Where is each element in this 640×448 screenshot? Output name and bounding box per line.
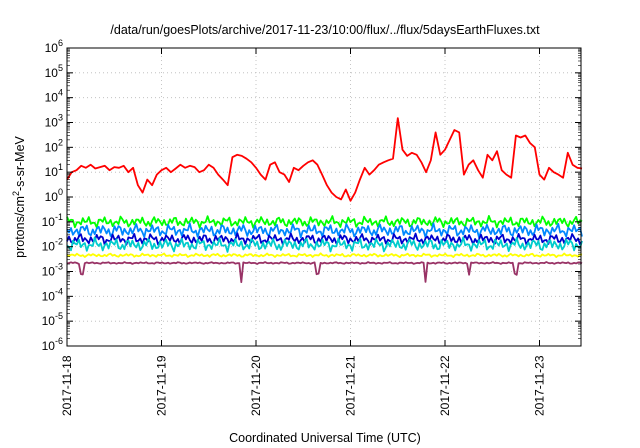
- x-tick-label: 2017-11-20: [249, 355, 263, 416]
- y-tick-label: 10-3: [42, 262, 63, 279]
- chart-title: /data/run/goesPlots/archive/2017-11-23/1…: [110, 23, 540, 37]
- y-tick-label: 102: [45, 137, 63, 154]
- x-tick-label: 2017-11-22: [438, 355, 452, 416]
- x-tick-label: 2017-11-19: [155, 355, 169, 416]
- series-line-4: [66, 232, 583, 247]
- series-line-6: [66, 252, 583, 258]
- y-axis-label: protons/cm2-s-sr-MeV: [11, 135, 27, 257]
- y-tick-label: 105: [45, 63, 63, 80]
- y-tick-label: 101: [45, 162, 63, 179]
- x-axis-ticks: 2017-11-18 2017-11-19 2017-11-20 2017-11-21…: [60, 48, 547, 416]
- y-tick-label: 10-6: [42, 336, 63, 353]
- series-line-2: [66, 215, 583, 229]
- series-line-5: [66, 236, 583, 253]
- x-tick-label: 2017-11-21: [344, 355, 358, 416]
- series-group: [66, 117, 583, 283]
- x-axis-label: Coordinated Universal Time (UTC): [229, 431, 421, 445]
- x-tick-label: 2017-11-23: [533, 355, 547, 416]
- y-tick-label: 10-2: [42, 237, 63, 254]
- y-tick-label: 104: [45, 88, 63, 105]
- series-line-3: [66, 222, 583, 239]
- series-line-1: [66, 117, 583, 202]
- y-tick-label: 10-5: [42, 311, 63, 328]
- grid: [67, 48, 581, 346]
- y-tick-label: 10-4: [42, 286, 63, 303]
- y-tick-label: 103: [45, 113, 63, 130]
- x-tick-label: 2017-11-18: [60, 355, 74, 416]
- y-axis-ticks: 10-6 10-5 10-4 10-3 10-2 10-1 100 101 102 103 104 1…: [42, 38, 581, 353]
- y-tick-label: 100: [45, 187, 63, 204]
- y-tick-label: 106: [45, 38, 63, 55]
- y-tick-label: 10-1: [42, 212, 63, 229]
- series-line-7: [66, 261, 583, 283]
